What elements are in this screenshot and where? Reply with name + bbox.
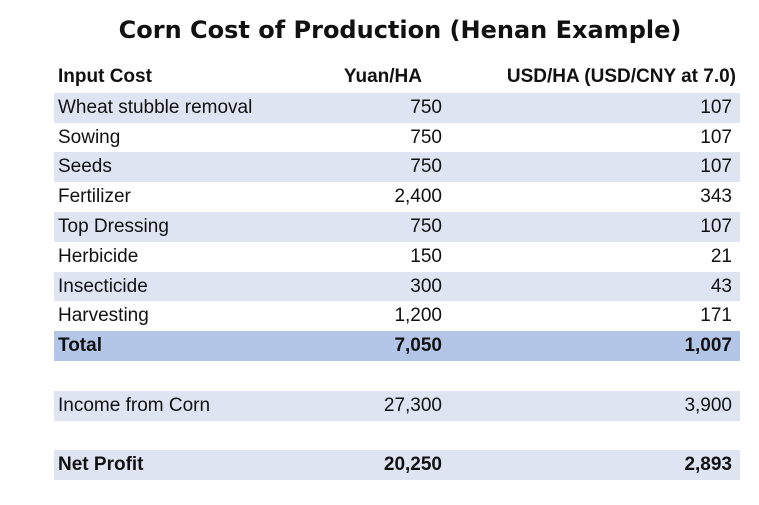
spacer-row <box>54 361 740 391</box>
income-label: Income from Corn <box>58 394 211 416</box>
table-row: Sowing 750 107 <box>54 123 740 153</box>
net-profit-yuan: 20,250 <box>383 454 442 476</box>
header-yuan-per-ha: Yuan/HA <box>343 66 422 87</box>
table-header-row: Input Cost Yuan/HA USD/HA (USD/CNY at 7.… <box>54 63 740 93</box>
page-title: Corn Cost of Production (Henan Example) <box>118 16 682 44</box>
header-input-cost: Input Cost <box>58 66 152 87</box>
table-row: Wheat stubble removal 750 107 <box>54 92 740 123</box>
net-profit-usd: 2,893 <box>684 454 732 476</box>
row-label: Insecticide <box>58 275 148 297</box>
row-usd: 107 <box>700 96 732 118</box>
row-yuan: 2,400 <box>394 186 442 208</box>
row-usd: 107 <box>700 156 732 178</box>
row-yuan: 750 <box>410 156 442 178</box>
row-yuan: 300 <box>410 275 442 297</box>
row-yuan: 750 <box>410 215 442 237</box>
row-yuan: 750 <box>410 96 442 118</box>
row-yuan: 1,200 <box>394 305 442 327</box>
table-row: Harvesting 1,200 171 <box>54 301 740 331</box>
row-label: Sowing <box>58 126 121 148</box>
net-profit-row: Net Profit 20,250 2,893 <box>54 450 740 481</box>
cost-table: Input Cost Yuan/HA USD/HA (USD/CNY at 7.… <box>54 63 740 481</box>
row-label: Seeds <box>58 156 112 178</box>
total-label: Total <box>58 335 102 357</box>
income-yuan: 27,300 <box>383 394 442 416</box>
row-yuan: 750 <box>410 126 442 148</box>
table-row: Seeds 750 107 <box>54 152 740 183</box>
row-usd: 43 <box>710 275 732 297</box>
spacer-row <box>54 421 740 451</box>
total-yuan: 7,050 <box>394 335 442 357</box>
row-usd: 107 <box>700 126 732 148</box>
table-row: Top Dressing 750 107 <box>54 211 740 242</box>
row-label: Top Dressing <box>58 215 169 237</box>
income-usd: 3,900 <box>684 394 732 416</box>
table-row: Fertilizer 2,400 343 <box>54 182 740 212</box>
row-label: Fertilizer <box>58 186 131 208</box>
row-label: Wheat stubble removal <box>58 96 253 118</box>
table-row: Insecticide 300 43 <box>54 271 740 302</box>
table-row: Herbicide 150 21 <box>54 242 740 272</box>
row-usd: 171 <box>700 305 732 327</box>
header-usd-per-ha: USD/HA (USD/CNY at 7.0) <box>506 66 736 87</box>
income-row: Income from Corn 27,300 3,900 <box>54 390 740 421</box>
row-usd: 107 <box>700 215 732 237</box>
row-usd: 343 <box>700 186 732 208</box>
row-yuan: 150 <box>410 245 442 267</box>
total-usd: 1,007 <box>684 335 732 357</box>
row-label: Herbicide <box>58 245 139 267</box>
total-row: Total 7,050 1,007 <box>54 331 740 361</box>
row-usd: 21 <box>710 245 732 267</box>
net-profit-label: Net Profit <box>58 454 144 476</box>
row-label: Harvesting <box>58 305 149 327</box>
